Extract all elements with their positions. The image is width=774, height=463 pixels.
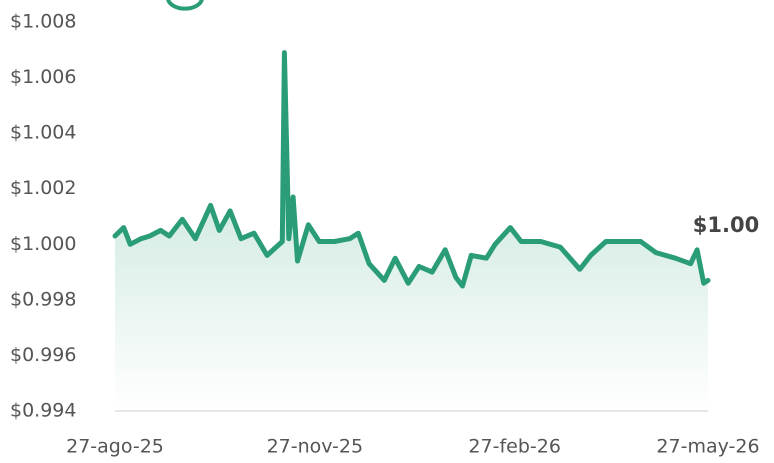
y-tick-label: $0.998: [10, 288, 76, 310]
y-tick-label: $0.996: [10, 344, 76, 366]
y-tick-label: $1.000: [10, 233, 76, 255]
x-tick-label: 27-may-26: [656, 436, 759, 458]
x-tick-label: 27-ago-25: [66, 436, 164, 458]
y-tick-label: $0.994: [10, 400, 76, 422]
price-line: [112, 50, 711, 289]
x-tick-label: 27-nov-25: [267, 436, 363, 458]
y-tick-label: $1.002: [10, 177, 76, 199]
y-tick-label: $1.008: [10, 11, 76, 33]
end-value-label: $1.00: [693, 213, 759, 237]
y-tick-label: $1.004: [10, 122, 76, 144]
logo-fragment: [166, 0, 204, 11]
x-tick-label: 27-feb-26: [468, 436, 561, 458]
y-tick-label: $1.006: [10, 66, 76, 88]
area: [115, 52, 708, 411]
